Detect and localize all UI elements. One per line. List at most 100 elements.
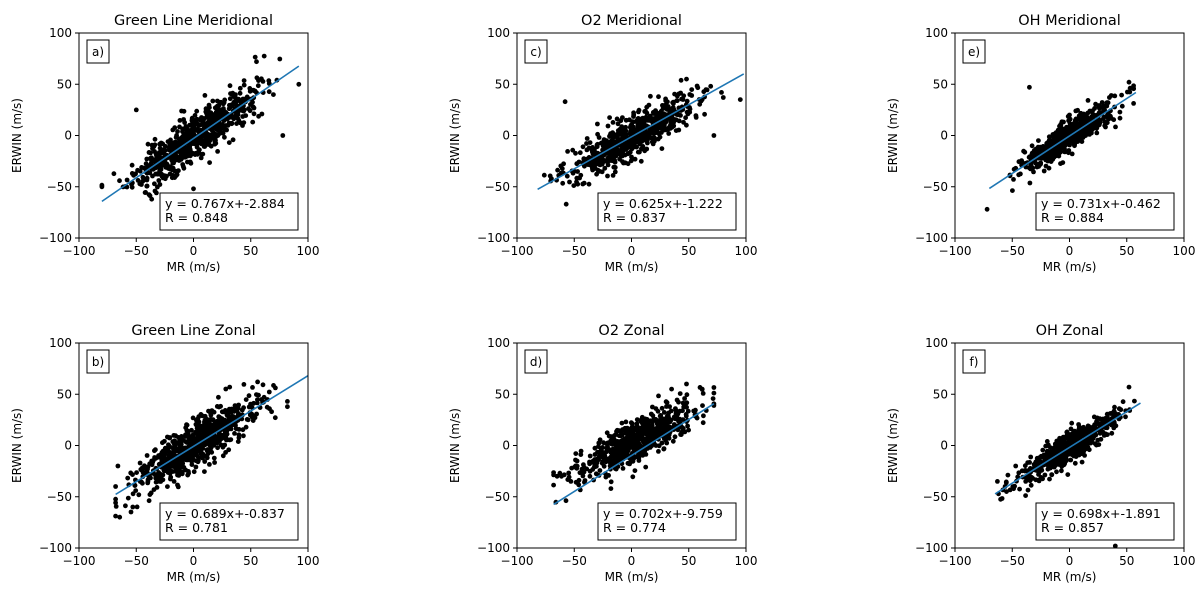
data-point — [209, 134, 214, 140]
y-tick-label: −50 — [485, 490, 510, 504]
data-point — [1015, 474, 1021, 480]
chart-panel-1: −100−100 −50 −50 0 0 50 50 100 100 Green Line Mer… — [10, 13, 319, 274]
data-point — [1131, 101, 1136, 106]
data-point — [1061, 456, 1067, 461]
data-point — [250, 385, 255, 390]
data-point — [580, 144, 586, 150]
data-point — [555, 167, 560, 173]
data-point — [1073, 122, 1079, 128]
data-point — [174, 462, 180, 468]
data-point — [1010, 484, 1016, 490]
panel-label-box — [524, 39, 548, 64]
data-point — [171, 464, 176, 469]
data-point — [661, 446, 667, 452]
data-point — [581, 469, 587, 475]
plot-area — [113, 375, 308, 520]
data-point — [148, 150, 153, 156]
data-point — [271, 383, 276, 388]
data-point — [623, 147, 629, 153]
data-point — [207, 462, 212, 467]
data-point — [670, 121, 676, 127]
data-point — [1098, 436, 1104, 442]
data-point — [628, 158, 634, 164]
chart-title: O2 Zonal — [598, 323, 664, 339]
data-point — [684, 392, 690, 398]
data-point — [1027, 84, 1032, 90]
data-point — [615, 451, 621, 456]
data-point — [581, 462, 586, 468]
data-point — [211, 113, 217, 119]
y-tick-label: 0 — [502, 129, 510, 143]
data-point — [182, 154, 188, 160]
data-point — [1023, 468, 1028, 473]
data-point — [1069, 151, 1075, 157]
data-point — [650, 413, 656, 419]
plot-area — [984, 79, 1137, 212]
data-point — [241, 433, 246, 439]
data-point — [595, 131, 600, 137]
data-point — [176, 136, 182, 142]
data-point — [602, 453, 608, 459]
data-point — [206, 102, 212, 108]
data-point — [1079, 139, 1085, 145]
data-point — [661, 121, 666, 127]
correlation-value: R = 0.774 — [603, 520, 666, 535]
x-tick-label: 50 — [681, 244, 696, 258]
data-point — [250, 119, 256, 125]
data-point — [266, 78, 272, 84]
data-point — [228, 104, 234, 110]
data-point — [243, 424, 249, 430]
data-point — [144, 175, 150, 181]
data-point — [606, 473, 611, 478]
data-point — [199, 424, 205, 430]
data-point — [675, 411, 681, 417]
data-point — [192, 152, 198, 158]
data-point — [199, 453, 205, 459]
x-tick-label: −100 — [501, 244, 534, 258]
data-point — [222, 134, 227, 140]
x-tick-label: −100 — [939, 244, 972, 258]
data-point — [147, 461, 153, 467]
data-point — [674, 98, 680, 104]
data-point — [125, 475, 131, 481]
data-point — [189, 456, 194, 462]
data-point — [171, 433, 177, 438]
data-point — [216, 394, 221, 400]
data-point — [584, 466, 590, 472]
data-point — [218, 403, 224, 409]
data-point — [178, 140, 183, 146]
data-point — [1072, 460, 1078, 466]
data-point — [1038, 467, 1043, 473]
data-point — [671, 107, 677, 112]
plot-area — [551, 381, 717, 506]
data-point — [113, 484, 118, 489]
data-point — [1051, 449, 1057, 455]
data-point — [249, 414, 255, 420]
chart-panel-5: −100−100 −50 −50 0 0 50 50 100 100 OH Meridional M… — [886, 13, 1195, 274]
data-point — [1091, 125, 1097, 131]
data-point — [206, 109, 212, 115]
data-point — [586, 181, 592, 187]
data-point — [191, 469, 197, 475]
data-point — [1025, 477, 1031, 482]
data-point — [144, 156, 150, 162]
data-point — [1123, 414, 1128, 420]
data-point — [210, 98, 216, 104]
x-tick-label: 100 — [735, 554, 758, 568]
y-tick-label: 100 — [49, 26, 72, 40]
data-point — [240, 123, 245, 128]
x-axis-label: MR (m/s) — [167, 570, 221, 584]
data-point — [592, 464, 597, 470]
data-point — [1047, 465, 1053, 471]
data-point — [156, 476, 161, 482]
data-point — [566, 470, 572, 476]
data-point — [209, 417, 215, 422]
fit-line — [115, 375, 308, 496]
data-point — [652, 135, 657, 141]
data-point — [597, 468, 603, 473]
data-point — [1113, 124, 1118, 130]
data-point — [1056, 152, 1061, 158]
data-point — [222, 435, 228, 441]
data-point — [1057, 458, 1063, 464]
data-point — [202, 417, 208, 423]
